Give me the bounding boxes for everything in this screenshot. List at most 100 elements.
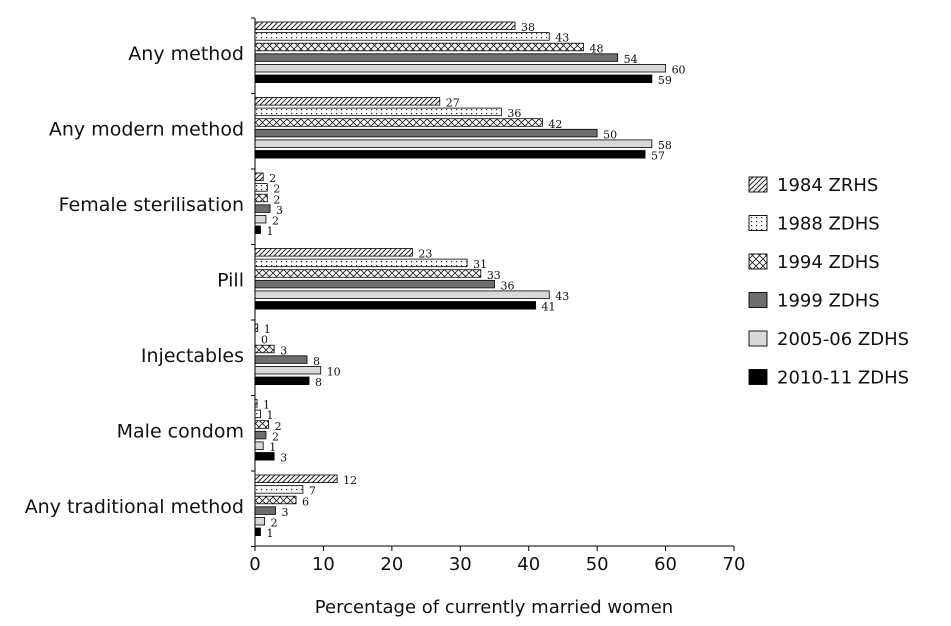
data-label: 50: [603, 128, 617, 141]
data-label: 36: [501, 279, 515, 292]
data-label: 1: [263, 399, 270, 412]
bar: [254, 21, 516, 30]
bar: [254, 97, 441, 106]
bar: [254, 279, 495, 289]
data-label: 2: [273, 193, 280, 206]
legend-label: 1999 ZDHS: [777, 291, 880, 312]
bar: [254, 204, 271, 213]
data-label: 57: [651, 150, 665, 163]
data-label: 41: [542, 301, 556, 314]
legend-label: 2010-11 ZDHS: [777, 368, 909, 389]
data-label: 3: [276, 204, 283, 217]
x-tick-label: 70: [723, 554, 746, 575]
data-label: 1: [266, 225, 273, 238]
data-label: 6: [302, 495, 309, 508]
data-label: 2: [275, 420, 282, 433]
x-tick-label: 50: [586, 554, 609, 575]
data-label: 59: [658, 74, 672, 87]
bar: [254, 248, 413, 257]
bar: [254, 118, 543, 127]
bar: [254, 495, 297, 505]
data-label: 58: [658, 139, 672, 152]
data-label: 33: [487, 269, 501, 282]
x-tick-label: 60: [654, 554, 677, 575]
data-label: 36: [507, 107, 521, 120]
data-label: 48: [589, 42, 603, 55]
x-tick-label: 20: [380, 554, 403, 575]
bar: [254, 64, 666, 73]
data-label: 60: [672, 64, 686, 77]
bars-layer: [254, 21, 666, 536]
data-label: 3: [280, 344, 287, 357]
bar: [254, 139, 653, 148]
bar: [254, 506, 276, 515]
bar: [254, 172, 264, 181]
legend-label: 2005-06 ZDHS: [777, 329, 909, 350]
data-label: 10: [327, 366, 341, 379]
category-label: Injectables: [141, 345, 244, 367]
data-label: 42: [548, 118, 562, 131]
data-label: 3: [282, 506, 289, 519]
bar: [254, 107, 502, 117]
data-label: 1: [264, 323, 271, 336]
category-label: Any modern method: [49, 118, 244, 140]
bar: [254, 128, 598, 138]
legend-swatch: [748, 176, 768, 193]
data-label: 2: [269, 172, 276, 185]
data-label: 8: [315, 376, 322, 389]
bar: [254, 225, 261, 234]
bar: [254, 409, 261, 419]
data-label: 27: [446, 97, 460, 110]
bar: [254, 441, 264, 450]
legend-swatch: [748, 253, 768, 270]
bar: [254, 193, 268, 203]
data-label: 54: [624, 53, 638, 66]
data-label: 38: [521, 21, 535, 34]
x-tick-label: 10: [312, 554, 335, 575]
bar: [254, 517, 265, 526]
x-tick-label: 30: [449, 554, 472, 575]
category-label: Female sterilisation: [59, 194, 244, 216]
bar: [254, 32, 550, 41]
axis-layer: [251, 17, 735, 551]
data-label: 2: [272, 430, 279, 443]
data-label: 7: [309, 485, 316, 498]
data-label: 23: [418, 248, 432, 261]
bar: [254, 150, 646, 159]
bar: [254, 301, 536, 310]
data-label: 43: [555, 290, 569, 303]
bar: [254, 485, 304, 494]
bar: [254, 214, 267, 224]
bar: [254, 376, 310, 385]
category-label: Any traditional method: [25, 496, 244, 518]
bar: [254, 430, 267, 440]
legend-label: 1988 ZDHS: [777, 214, 880, 235]
legend-label: 1994 ZDHS: [777, 252, 880, 273]
bar: [254, 258, 468, 268]
bar: [254, 183, 268, 192]
x-tick-label: 40: [517, 554, 540, 575]
bar: [254, 42, 584, 52]
category-label: Any method: [128, 43, 244, 65]
legend-label: 1984 ZRHS: [777, 175, 878, 196]
data-label: 31: [473, 258, 487, 271]
data-label: 0: [261, 334, 268, 347]
x-axis-title: Percentage of currently married women: [315, 597, 673, 618]
data-label: 1: [269, 441, 276, 454]
data-label: 3: [280, 452, 287, 465]
data-label: 2: [271, 517, 278, 530]
legend-swatch: [748, 292, 768, 308]
data-label: 12: [343, 474, 357, 487]
legend-swatch: [748, 215, 768, 231]
data-label: 43: [555, 32, 569, 45]
data-label: 1: [266, 527, 273, 540]
legend-swatch: [748, 330, 768, 347]
x-tick-label: 0: [249, 554, 260, 575]
data-label: 8: [313, 355, 320, 368]
category-label: Pill: [217, 269, 244, 291]
legend: 1984 ZRHS 1988 ZDHS 1994 ZDHS 1999 ZDHS 2005…: [748, 175, 909, 389]
bar: [254, 527, 261, 536]
